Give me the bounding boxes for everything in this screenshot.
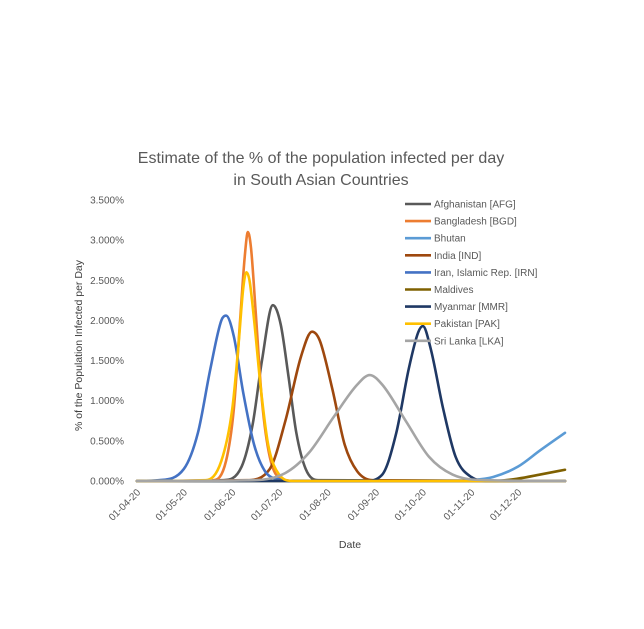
x-tick-label: 01-09-20 (346, 487, 382, 523)
y-axis-ticks: 0.000% 0.500% 1.000% 1.500% 2.000% 2.500% 3.00… (90, 196, 124, 488)
x-axis-label: Date (339, 539, 361, 551)
series-line-india-ind (135, 330, 567, 483)
legend: Afghanistan [AFG] Bangladesh [BGD] Bhutan I… (405, 200, 538, 347)
x-tick-label: 01-07-20 (249, 487, 285, 523)
series-line-pakistan-pak (135, 270, 567, 483)
y-tick-label: 1.000% (90, 396, 124, 407)
legend-label-bhutan: Bhutan (434, 234, 466, 245)
y-tick-label: 0.500% (90, 436, 124, 447)
legend-label-myanmar-mmr: Myanmar [MMR] (434, 302, 508, 313)
x-tick-label: 01-05-20 (154, 487, 190, 523)
series-line-bhutan (135, 431, 567, 483)
y-axis-label: % of the Population Infected per Day (73, 259, 85, 431)
y-tick-label: 3.500% (90, 196, 124, 207)
x-tick-label: 01-11-20 (442, 487, 478, 523)
series-lines (135, 230, 567, 483)
series-line-myanmar-mmr (135, 324, 567, 483)
legend-label-maldives: Maldives (434, 285, 473, 296)
y-tick-label: 2.500% (90, 276, 124, 287)
legend-label-bangladesh-bgd: Bangladesh [BGD] (434, 217, 517, 228)
x-tick-label: 01-10-20 (393, 487, 429, 523)
y-tick-label: 2.000% (90, 316, 124, 327)
series-line-sri-lanka-lka (135, 373, 567, 483)
x-tick-label: 01-04-20 (107, 487, 143, 523)
legend-label-india-ind: India [IND] (434, 251, 481, 262)
legend-label-iran-islamic-rep-irn: Iran, Islamic Rep. [IRN] (434, 268, 538, 279)
legend-label-sri-lanka-lka: Sri Lanka [LKA] (434, 336, 504, 347)
y-tick-label: 0.000% (90, 477, 124, 488)
x-axis-ticks: 01-04-20 01-05-20 01-06-20 01-07-20 01-08-20… (107, 487, 525, 523)
legend-label-afghanistan-afg: Afghanistan [AFG] (434, 200, 516, 211)
chart-title-text: Estimate of the % of the population infe… (138, 150, 504, 189)
chart-title: Estimate of the % of the population infe… (138, 150, 504, 189)
y-tick-label: 1.500% (90, 356, 124, 367)
x-tick-label: 01-08-20 (298, 487, 334, 523)
x-tick-label: 01-06-20 (202, 487, 238, 523)
x-tick-label: 01-12-20 (488, 487, 524, 523)
legend-label-pakistan-pak: Pakistan [PAK] (434, 319, 500, 330)
y-tick-label: 3.000% (90, 236, 124, 247)
